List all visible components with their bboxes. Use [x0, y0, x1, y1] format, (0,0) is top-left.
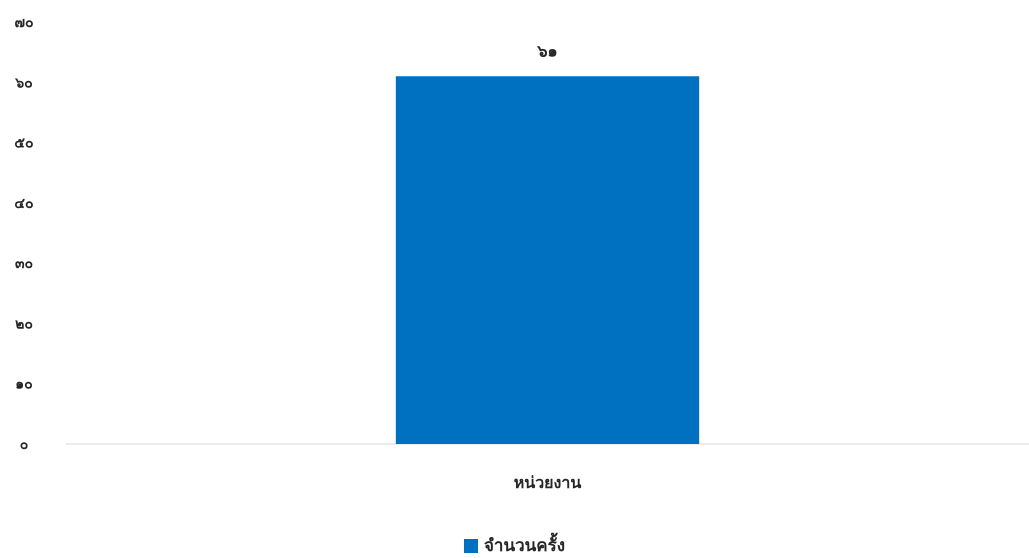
y-tick-label: ๑๐ [15, 377, 32, 393]
y-tick-label: ๖๐ [14, 75, 32, 91]
y-tick-label: ๓๐ [15, 256, 33, 272]
bar [395, 76, 700, 444]
y-tick-label: ๐ [20, 437, 29, 453]
x-category-label: หน่วยงาน [514, 473, 582, 492]
y-tick-label: ๒๐ [15, 316, 33, 332]
legend: จำนวนครั้ง [0, 534, 1029, 558]
legend-label: จำนวนครั้ง [483, 536, 566, 556]
y-tick-label: ๗๐ [14, 15, 33, 31]
y-tick-label: ๔๐ [14, 196, 33, 212]
bar-value-label: ๖๑ [536, 41, 557, 60]
legend-swatch [463, 539, 478, 553]
y-tick-label: ๕๐ [14, 136, 33, 152]
